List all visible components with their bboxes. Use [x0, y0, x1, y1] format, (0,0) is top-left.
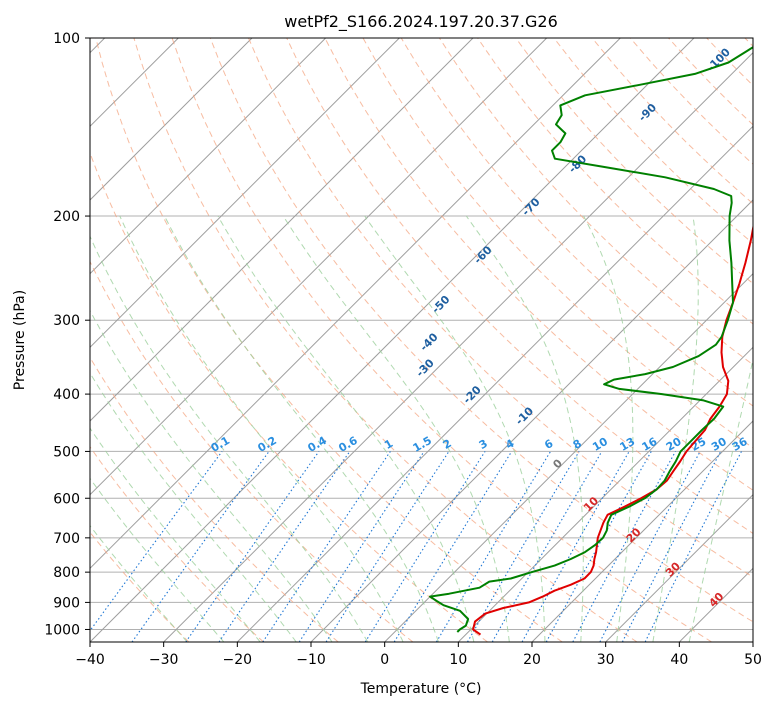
y-tick-label: 700 [53, 531, 80, 547]
isotherm-line [531, 420, 753, 642]
dry-adiabat-line [90, 445, 264, 642]
chart-title: wetPf2_S166.2024.197.20.37.G26 [284, 12, 558, 32]
mixing-ratio-line [545, 451, 652, 642]
x-tick-label: 10 [449, 652, 467, 668]
moist-adiabat-line [164, 215, 439, 642]
y-axis: 100 200 300 400 500 600 700 800 900 1000 [44, 31, 90, 638]
moist-adiabat-line [90, 427, 261, 642]
y-tick-label: 300 [53, 313, 80, 329]
plot-frame [89, 37, 754, 643]
x-axis: −40 −30 −20 −10 0 10 20 30 40 50 [75, 642, 762, 668]
y-tick-label: 600 [53, 491, 80, 507]
dewpoint-line [429, 46, 753, 633]
isotherm-line [605, 493, 753, 642]
isotherm-line [384, 272, 753, 642]
mixing-ratio-line [298, 451, 425, 642]
mixing-ratio-line [218, 451, 351, 642]
x-tick-label: −30 [149, 652, 179, 668]
y-tick-label: 400 [53, 387, 80, 403]
mixing-ratio-line [90, 451, 223, 632]
moist-adiabat-line [90, 235, 369, 642]
mixing-ratio-line [325, 451, 450, 642]
dry-adiabat-line [95, 38, 563, 642]
background-lines [90, 38, 753, 642]
x-tick-label: −40 [75, 652, 105, 668]
mixing-ratio-line [393, 451, 513, 642]
dry-adiabat-line [209, 38, 753, 623]
isotherm-line [90, 38, 253, 201]
dry-adiabat-line [248, 38, 753, 578]
isotherm-line [457, 346, 753, 642]
dry-adiabat-line [324, 38, 753, 491]
moist-adiabat-line [465, 215, 584, 642]
isotherm-line [90, 38, 695, 642]
mixing-ratio-line [185, 451, 320, 642]
moist-adiabat-line [364, 215, 546, 642]
x-tick-label: 40 [670, 652, 688, 668]
dry-adiabat-line [133, 38, 638, 642]
dry-adiabat-line [90, 356, 339, 642]
isotherm-line [90, 38, 327, 275]
y-tick-label: 200 [53, 209, 80, 225]
mixing-ratio-line [621, 451, 722, 642]
x-axis-label: Temperature (°C) [360, 681, 482, 697]
y-tick-label: 800 [53, 565, 80, 581]
mixing-ratio-line [644, 451, 742, 642]
isotherm-line [310, 199, 753, 642]
y-tick-label: 1000 [44, 622, 80, 638]
moist-adiabat-line [652, 215, 699, 642]
moist-adiabat-line [583, 215, 634, 642]
dry-adiabat-line [90, 260, 414, 642]
moist-adiabat-line [282, 215, 510, 642]
dry-adiabat-line [171, 38, 712, 642]
x-tick-label: −10 [296, 652, 326, 668]
isotherm-line [90, 38, 548, 496]
y-tick-label: 900 [53, 595, 80, 611]
x-tick-label: 0 [380, 652, 389, 668]
moist-adiabat-line [217, 215, 475, 642]
isotherm-line [90, 38, 621, 570]
x-tick-label: 50 [744, 652, 762, 668]
temperature-line [472, 223, 753, 636]
mixing-ratio-line [572, 451, 676, 642]
dry-adiabat-line [515, 38, 753, 285]
x-tick-label: −20 [223, 652, 253, 668]
x-tick-label: 20 [523, 652, 541, 668]
moist-adiabat-line [90, 309, 333, 642]
dry-adiabat-line [286, 38, 753, 535]
mixing-ratio-line [521, 451, 630, 642]
moist-adiabat-line [119, 215, 404, 642]
x-tick-label: 30 [597, 652, 615, 668]
isotherm-line [163, 51, 753, 642]
sounding-lines [429, 46, 753, 636]
y-tick-label: 100 [53, 31, 80, 47]
moist-adiabat-line [90, 477, 225, 642]
isotherm-line [236, 125, 753, 642]
mixing-ratio-line [131, 451, 270, 642]
mixing-ratio-line [262, 451, 391, 642]
moist-adiabat-line [90, 372, 297, 642]
plot-area: 0.1 0.2 0.4 0.6 1 1.5 2 3 4 6 8 10 13 16 20 25 30 36-100-… [90, 38, 753, 642]
isotherm-line [90, 38, 474, 422]
y-axis-label: Pressure (hPa) [12, 290, 28, 390]
y-tick-label: 500 [53, 444, 80, 460]
